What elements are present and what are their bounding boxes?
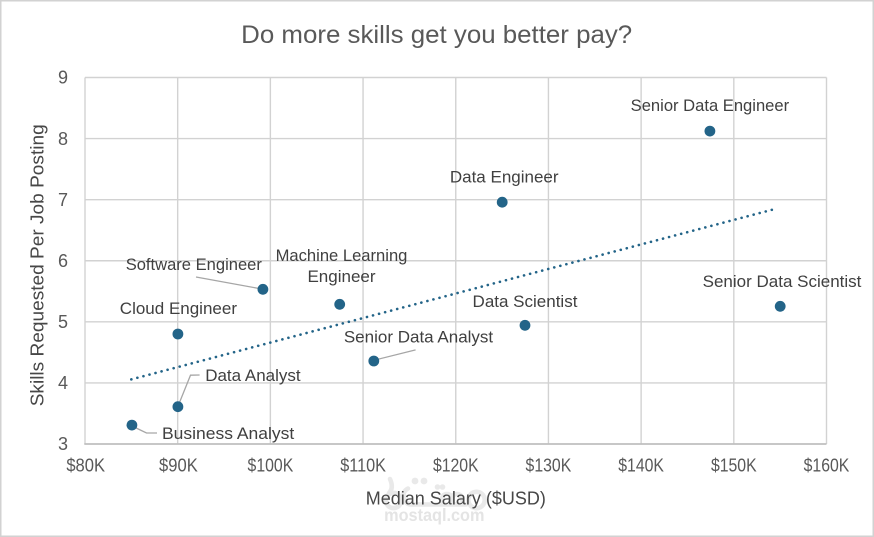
svg-text:mostaql.com: mostaql.com xyxy=(384,505,484,525)
svg-text:6: 6 xyxy=(58,251,68,271)
svg-text:Engineer: Engineer xyxy=(307,267,375,286)
svg-text:$140K: $140K xyxy=(618,456,664,476)
svg-text:$130K: $130K xyxy=(526,456,572,476)
svg-text:Data Engineer: Data Engineer xyxy=(450,168,559,187)
svg-text:7: 7 xyxy=(58,190,68,210)
svg-text:5: 5 xyxy=(58,312,68,332)
svg-text:$160K: $160K xyxy=(804,456,850,476)
svg-text:$100K: $100K xyxy=(248,456,294,476)
svg-text:Cloud Engineer: Cloud Engineer xyxy=(120,299,238,318)
svg-text:Do more skills get you better: Do more skills get you better pay? xyxy=(241,21,632,49)
svg-text:4: 4 xyxy=(58,373,68,393)
svg-text:Data Scientist: Data Scientist xyxy=(473,292,578,311)
svg-text:$120K: $120K xyxy=(433,456,479,476)
svg-text:3: 3 xyxy=(58,434,68,454)
svg-text:$90K: $90K xyxy=(159,456,198,476)
svg-text:Senior Data Analyst: Senior Data Analyst xyxy=(344,327,494,346)
svg-text:$150K: $150K xyxy=(711,456,757,476)
svg-text:Machine Learning: Machine Learning xyxy=(276,246,408,265)
svg-text:Software Engineer: Software Engineer xyxy=(126,255,263,274)
svg-text:Skills Requested Per Job Posti: Skills Requested Per Job Posting xyxy=(27,124,48,406)
svg-text:$110K: $110K xyxy=(340,456,386,476)
svg-text:Senior Data Scientist: Senior Data Scientist xyxy=(703,272,862,291)
svg-text:8: 8 xyxy=(58,129,68,149)
svg-text:Business Analyst: Business Analyst xyxy=(162,424,294,443)
svg-text:Data Analyst: Data Analyst xyxy=(205,366,301,385)
svg-text:$80K: $80K xyxy=(66,456,105,476)
svg-text:Median Salary ($USD): Median Salary ($USD) xyxy=(366,489,546,509)
svg-text:9: 9 xyxy=(58,68,68,88)
svg-text:Senior Data Engineer: Senior Data Engineer xyxy=(631,96,790,115)
